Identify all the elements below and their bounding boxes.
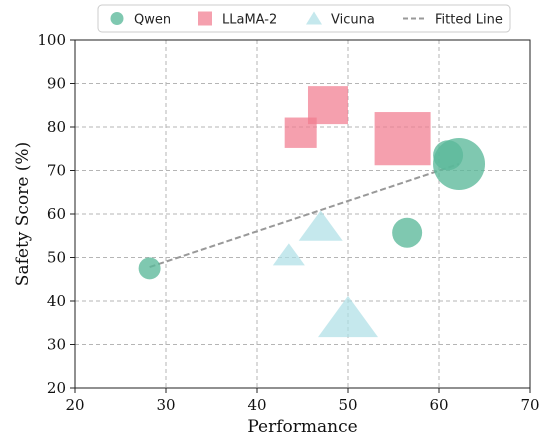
qwen-point [138,257,161,280]
qwen-point [392,217,423,248]
x-tick-label: 30 [156,396,175,414]
fitted-line [149,163,460,269]
vicuna-point [318,295,378,338]
legend-swatch-vicuna [306,11,322,25]
llama-2-point [307,86,348,125]
x-axis-title: Performance [247,417,357,436]
legend-label-fitted-line: Fitted Line [435,13,503,28]
x-tick-label: 20 [65,396,84,414]
x-tick-label: 70 [520,396,539,414]
y-tick-label: 20 [47,379,66,397]
y-tick-label: 70 [47,162,66,180]
legend-swatch-qwen [110,12,124,25]
vicuna-point [272,243,305,266]
legend: Qwen LLaMA-2 Vicuna Fitted Line [97,4,511,33]
y-tick-label: 40 [47,292,66,310]
legend-swatch-llama-2 [198,11,212,26]
legend-label-qwen: Qwen [134,13,171,28]
axis-ticks: 20 30 40 50 60 70 20 30 40 50 60 70 80 90 100 [37,31,539,414]
fitted-line-layer [149,163,460,269]
y-axis-title: Safety Score (%) [13,142,33,286]
plot-frame [74,39,531,389]
y-tick-label: 30 [47,336,66,354]
x-tick-label: 50 [338,396,357,414]
data-marks [138,86,486,338]
y-tick-label: 60 [47,205,66,223]
y-tick-label: 100 [37,31,66,49]
y-tick-label: 50 [47,249,66,267]
y-tick-label: 80 [47,118,66,136]
legend-label-llama-2: LLaMA-2 [222,13,277,28]
x-tick-label: 40 [247,396,266,414]
qwen-point [433,137,486,190]
vicuna-point [298,210,343,241]
llama-2-point [374,112,431,166]
x-tick-label: 60 [429,396,448,414]
y-tick-label: 90 [47,75,66,93]
legend-label-vicuna: Vicuna [331,13,375,28]
